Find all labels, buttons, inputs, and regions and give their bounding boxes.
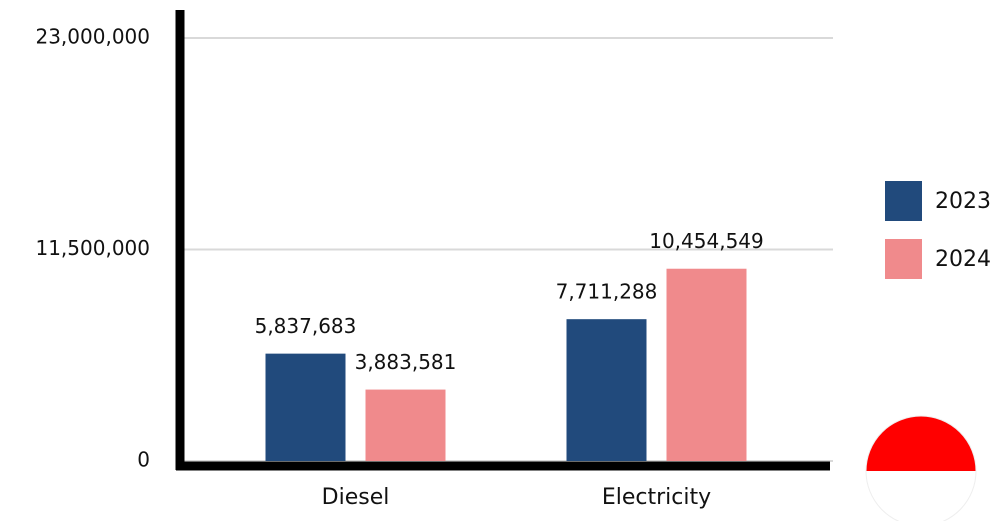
flag-red <box>866 416 976 471</box>
x-tick-label: Diesel <box>322 485 390 510</box>
value-label: 3,883,581 <box>355 350 457 374</box>
legend-label: 2023 <box>935 189 991 214</box>
y-tick-label: 23,000,000 <box>35 25 150 49</box>
value-label: 5,837,683 <box>255 314 357 338</box>
y-tick-label: 11,500,000 <box>35 236 150 260</box>
bar <box>265 353 346 461</box>
value-label: 10,454,549 <box>649 229 764 253</box>
legend-swatch <box>885 239 922 279</box>
flag <box>865 415 977 521</box>
y-tick-label: 0 <box>137 448 150 472</box>
bar <box>666 268 747 461</box>
value-label: 7,711,288 <box>556 280 658 304</box>
bar <box>566 319 647 461</box>
x-tick-label: Electricity <box>602 485 711 510</box>
flag-white <box>866 471 976 521</box>
flag-outline <box>865 415 977 521</box>
bar <box>365 389 446 461</box>
legend-swatch <box>885 181 922 221</box>
legend-label: 2024 <box>935 247 991 272</box>
